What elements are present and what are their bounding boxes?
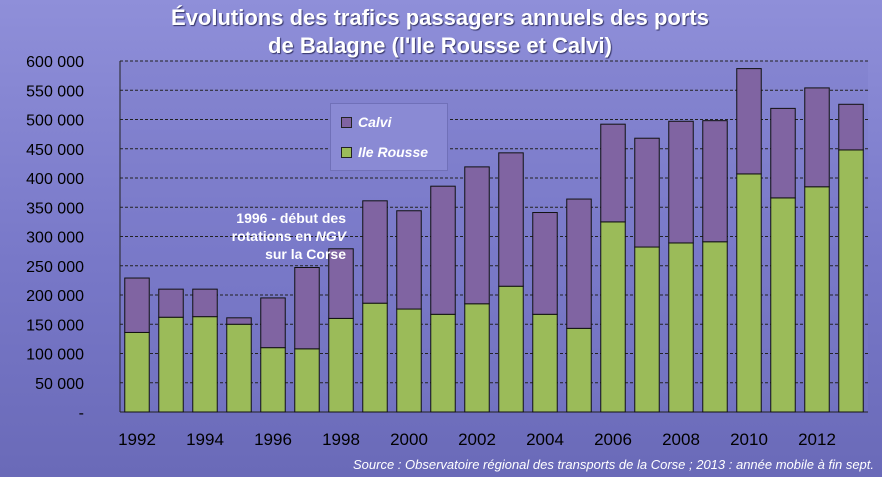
x-tick-label: 1992 xyxy=(118,430,156,449)
bar-calvi xyxy=(702,120,728,243)
legend-label-ile-rousse: Ile Rousse xyxy=(358,144,429,160)
bar-calvi xyxy=(804,87,830,188)
bar-ile-rousse xyxy=(260,347,286,413)
y-tick-label: 450 000 xyxy=(26,142,84,159)
y-tick-label: 150 000 xyxy=(26,317,84,334)
bar-calvi xyxy=(464,166,490,305)
y-tick-label: 200 000 xyxy=(26,288,84,305)
legend-label-calvi: Calvi xyxy=(358,114,392,130)
annotation-line: 1996 - début des xyxy=(236,210,346,226)
y-tick-label: - xyxy=(79,405,84,422)
bar-ile-rousse xyxy=(498,285,524,413)
bar-ile-rousse xyxy=(804,186,830,413)
bar-ile-rousse xyxy=(158,316,184,413)
x-tick-label: 2006 xyxy=(594,430,632,449)
bar-ile-rousse xyxy=(226,323,252,413)
y-tick-label: 300 000 xyxy=(26,230,84,247)
annotation-line: sur la Corse xyxy=(265,246,346,262)
bar-calvi xyxy=(124,277,150,333)
x-tick-label: 1996 xyxy=(254,430,292,449)
bar-calvi xyxy=(600,123,626,223)
bar-calvi xyxy=(396,210,422,310)
bar-ile-rousse xyxy=(668,242,694,413)
bar-calvi xyxy=(566,198,592,329)
bar-calvi xyxy=(498,152,524,287)
legend-item-calvi: Calvi xyxy=(341,112,391,132)
bar-ile-rousse xyxy=(362,302,388,413)
chart-title: Évolutions des trafics passagers annuels… xyxy=(120,4,760,60)
bar-ile-rousse xyxy=(566,327,592,413)
x-tick-label: 1998 xyxy=(322,430,360,449)
y-tick-label: 350 000 xyxy=(26,200,84,217)
y-tick-label: 400 000 xyxy=(26,171,84,188)
bar-ile-rousse xyxy=(430,313,456,413)
x-tick-label: 2008 xyxy=(662,430,700,449)
legend-swatch-calvi xyxy=(341,116,352,128)
bar-calvi xyxy=(634,137,660,248)
bar-ile-rousse xyxy=(634,246,660,413)
chart-annotation: 1996 - début des rotations en NGV sur la C… xyxy=(196,209,346,263)
bar-ile-rousse xyxy=(532,313,558,413)
y-tick-label: 50 000 xyxy=(35,376,84,393)
x-tick-label: 2002 xyxy=(458,430,496,449)
bar-calvi xyxy=(838,103,864,151)
bar-ile-rousse xyxy=(770,197,796,413)
bar-ile-rousse xyxy=(396,308,422,413)
bar-ile-rousse xyxy=(124,331,150,413)
legend-item-ile-rousse: Ile Rousse xyxy=(341,142,428,162)
bar-ile-rousse xyxy=(736,173,762,413)
y-tick-label: 100 000 xyxy=(26,347,84,364)
x-tick-label: 1994 xyxy=(186,430,224,449)
bar-calvi xyxy=(430,185,456,315)
legend-swatch-ile-rousse xyxy=(341,146,352,158)
bar-ile-rousse xyxy=(702,241,728,413)
bar-calvi xyxy=(532,212,558,315)
y-tick-label: 600 000 xyxy=(26,54,84,71)
bar-ile-rousse xyxy=(838,149,864,413)
chart-legend: Calvi Ile Rousse xyxy=(330,103,448,171)
annotation-ngv: NGV xyxy=(315,228,346,244)
y-tick-label: 500 000 xyxy=(26,113,84,130)
source-note: Source : Observatoire régional des trans… xyxy=(352,457,874,472)
bar-calvi xyxy=(158,288,184,318)
x-tick-label: 2010 xyxy=(730,430,768,449)
bar-calvi xyxy=(668,120,694,244)
chart-title-line-1: Évolutions des trafics passagers annuels… xyxy=(171,5,709,30)
annotation-line: rotations en NGV xyxy=(231,228,346,244)
y-tick-label: 550 000 xyxy=(26,83,84,100)
bar-calvi xyxy=(192,288,218,318)
bar-calvi xyxy=(260,297,286,349)
chart-title-line-2: de Balagne (l'Ile Rousse et Calvi) xyxy=(268,33,612,58)
bar-calvi xyxy=(362,200,388,304)
bar-ile-rousse xyxy=(294,348,320,413)
bar-ile-rousse xyxy=(464,303,490,413)
bar-calvi xyxy=(294,267,320,350)
bar-calvi xyxy=(736,68,762,175)
bar-ile-rousse xyxy=(192,316,218,413)
x-tick-label: 2012 xyxy=(798,430,836,449)
bar-calvi xyxy=(328,248,354,319)
bar-ile-rousse xyxy=(328,317,354,413)
bar-ile-rousse xyxy=(600,221,626,413)
bar-calvi xyxy=(226,317,252,325)
x-tick-label: 2004 xyxy=(526,430,564,449)
bar-calvi xyxy=(770,107,796,199)
y-tick-label: 250 000 xyxy=(26,259,84,276)
x-tick-label: 2000 xyxy=(390,430,428,449)
